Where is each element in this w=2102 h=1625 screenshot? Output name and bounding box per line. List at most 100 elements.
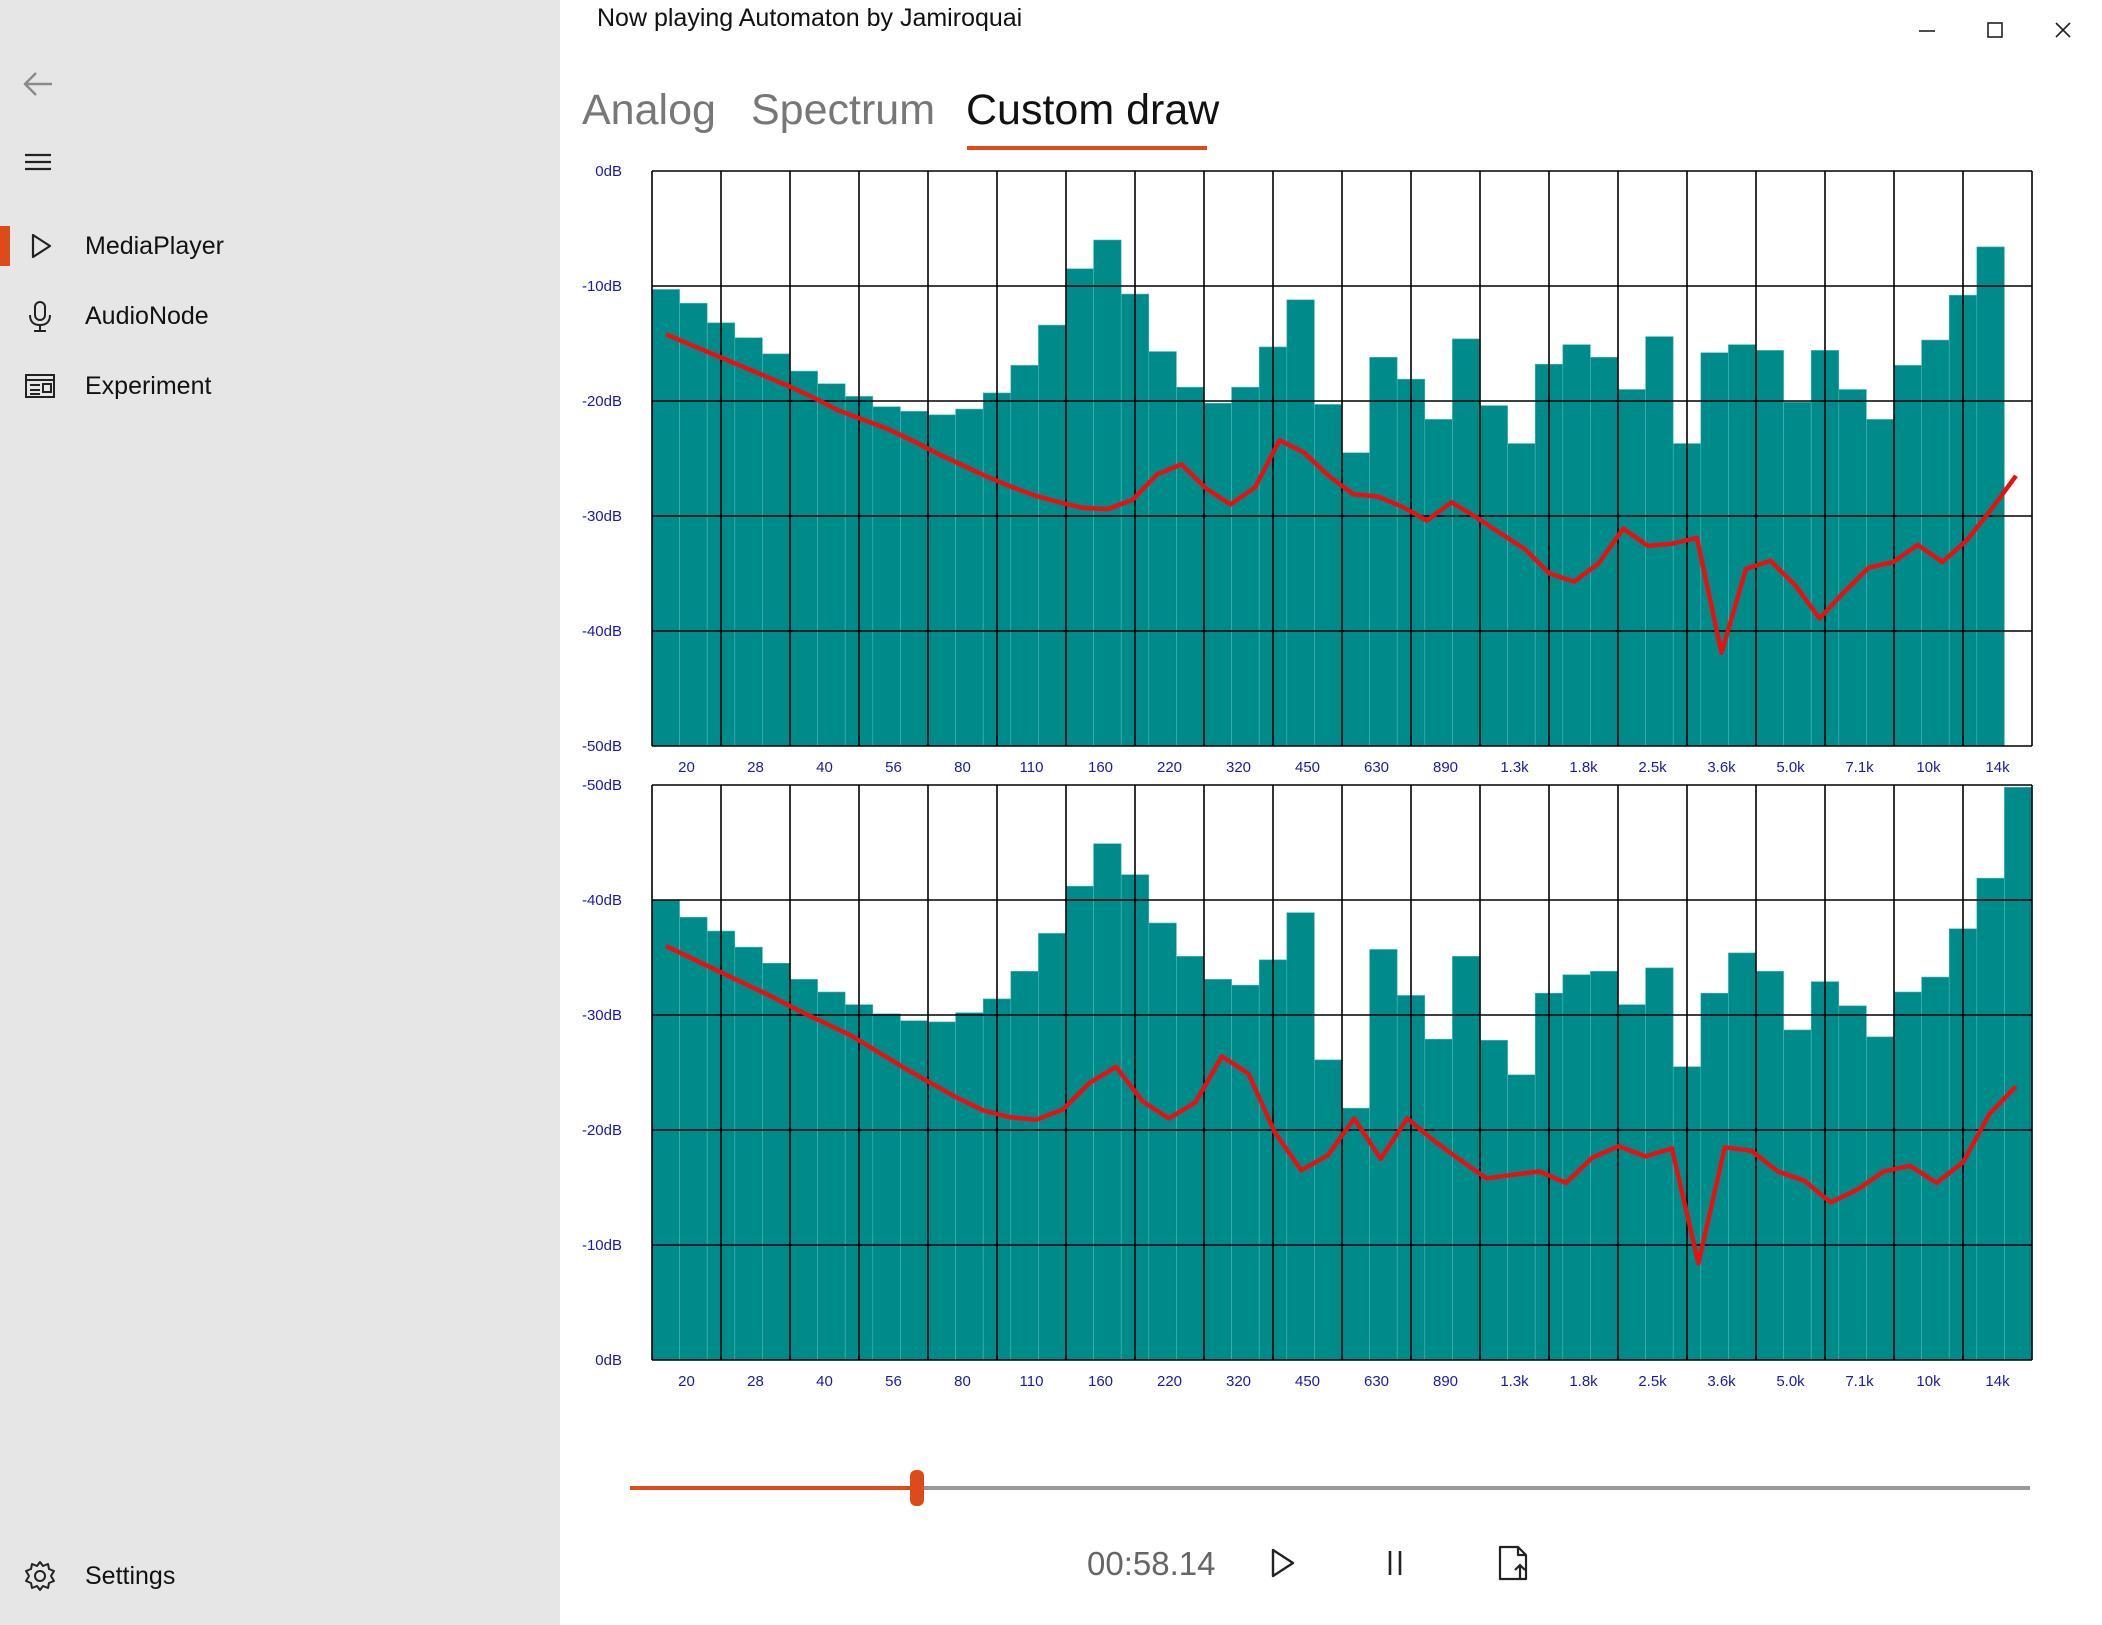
seek-slider[interactable]	[630, 1468, 2030, 1508]
main-content: Now playing Automaton by Jamiroquai Anal…	[560, 0, 2102, 1625]
spectrum-bar	[1645, 967, 1674, 1361]
y-tick-label: 0dB	[595, 1352, 622, 1369]
spectrum-bar	[955, 408, 984, 747]
y-tick-label: -50dB	[582, 777, 622, 794]
spectrum-bar	[1755, 350, 1784, 747]
spectrum-bar	[1562, 974, 1591, 1361]
tab-spectrum[interactable]: Spectrum	[751, 86, 936, 134]
x-tick-label: 56	[885, 1373, 902, 1390]
minimize-icon[interactable]	[1909, 12, 1945, 48]
spectrum-bar	[1838, 389, 1867, 747]
close-icon[interactable]	[2045, 12, 2081, 48]
y-tick-label: -50dB	[582, 738, 622, 755]
spectrum-bar	[1286, 299, 1315, 747]
active-tab-underline	[967, 146, 1207, 150]
x-tick-label: 110	[1020, 1373, 1044, 1390]
spectrum-bar	[789, 370, 818, 747]
gear-icon	[25, 1561, 55, 1591]
spectrum-bar	[1065, 885, 1094, 1361]
back-button[interactable]	[18, 64, 58, 104]
spectrum-bar	[1866, 419, 1895, 747]
spectrum-bar	[1976, 877, 2005, 1361]
spectrum-bar	[1424, 1038, 1453, 1361]
y-tick-label: -10dB	[582, 1237, 622, 1254]
spectrum-bar	[1617, 389, 1646, 747]
spectrum-bar	[1176, 956, 1205, 1361]
spectrum-bar	[1479, 405, 1508, 747]
x-tick-label: 3.6k	[1707, 759, 1736, 776]
x-tick-label: 14k	[1985, 759, 2010, 776]
spectrum-bar	[1728, 344, 1757, 747]
seek-thumb[interactable]	[910, 1470, 924, 1506]
y-tick-label: -40dB	[582, 892, 622, 909]
spectrum-bar	[1010, 365, 1039, 747]
x-tick-label: 3.6k	[1707, 1373, 1736, 1390]
menu-toggle-button[interactable]	[18, 142, 58, 182]
spectrum-bar	[1700, 352, 1729, 747]
hamburger-icon	[25, 153, 51, 171]
spectrum-bar	[762, 962, 791, 1361]
x-tick-label: 80	[954, 759, 971, 776]
x-tick-label: 7.1k	[1845, 1373, 1874, 1390]
spectrum-bar	[1314, 404, 1343, 747]
tab-custom-draw[interactable]: Custom draw	[966, 86, 1220, 134]
spectrum-bar	[762, 353, 791, 747]
selection-indicator	[0, 226, 10, 266]
spectrum-bar	[1314, 1059, 1343, 1361]
x-tick-label: 10k	[1916, 1373, 1941, 1390]
nav-item-mediaplayer[interactable]: MediaPlayer	[0, 211, 560, 281]
x-tick-label: 14k	[1985, 1373, 2010, 1390]
x-tick-label: 2.5k	[1638, 1373, 1667, 1390]
x-tick-label: 80	[954, 1373, 971, 1390]
x-tick-label: 1.3k	[1500, 759, 1529, 776]
spectrum-bar	[817, 383, 846, 747]
play-icon[interactable]	[1260, 1541, 1304, 1585]
spectrum-bar	[927, 1021, 956, 1361]
x-tick-label: 28	[747, 759, 764, 776]
spectrum-bar	[1866, 1036, 1895, 1361]
x-tick-label: 450	[1295, 759, 1320, 776]
x-tick-label: 28	[747, 1373, 764, 1390]
nav-item-label: MediaPlayer	[85, 232, 224, 260]
playback-time: 00:58.14	[1087, 1545, 1216, 1582]
spectrum-bar	[679, 916, 708, 1361]
spectrum-bar	[1176, 386, 1205, 747]
spectrum-bar	[734, 337, 763, 747]
nav-item-audionode[interactable]: AudioNode	[0, 281, 560, 351]
spectrum-bar	[1645, 336, 1674, 747]
spectrum-bar	[1093, 239, 1122, 747]
x-tick-label: 7.1k	[1845, 759, 1874, 776]
x-tick-label: 1.3k	[1500, 1373, 1529, 1390]
y-tick-label: -30dB	[582, 508, 622, 525]
x-tick-label: 20	[678, 759, 695, 776]
spectrum-bar	[1010, 971, 1039, 1361]
pause-icon[interactable]	[1373, 1541, 1417, 1585]
x-tick-label: 630	[1364, 1373, 1389, 1390]
x-tick-label: 890	[1433, 759, 1458, 776]
tab-analog[interactable]: Analog	[582, 86, 716, 134]
x-tick-label: 160	[1088, 1373, 1113, 1390]
y-tick-label: 0dB	[595, 163, 622, 180]
spectrum-bar	[789, 979, 818, 1361]
maximize-icon[interactable]	[1977, 12, 2013, 48]
open-file-icon[interactable]	[1492, 1541, 1536, 1585]
spectrum-bar	[1424, 419, 1453, 747]
x-tick-label: 320	[1226, 759, 1251, 776]
spectrum-bar	[1038, 324, 1067, 747]
nav-item-experiment[interactable]: Experiment	[0, 351, 560, 421]
spectrum-bar	[1590, 971, 1619, 1361]
x-tick-label: 5.0k	[1776, 759, 1805, 776]
spectrum-bar	[1286, 912, 1315, 1361]
nav-item-settings[interactable]: Settings	[0, 1541, 560, 1611]
x-tick-label: 450	[1295, 1373, 1320, 1390]
play-outline-icon	[31, 233, 52, 259]
spectrum-bar	[955, 1012, 984, 1361]
spectrum-bar	[1038, 933, 1067, 1361]
spectrum-bar	[1728, 952, 1757, 1361]
x-tick-label: 40	[816, 1373, 833, 1390]
spectrum-bar	[927, 414, 956, 747]
microphone-icon	[29, 301, 51, 332]
spectrum-bar	[2004, 787, 2033, 1361]
spectrum-bar	[1921, 339, 1950, 747]
spectrum-bar	[1341, 1107, 1370, 1361]
